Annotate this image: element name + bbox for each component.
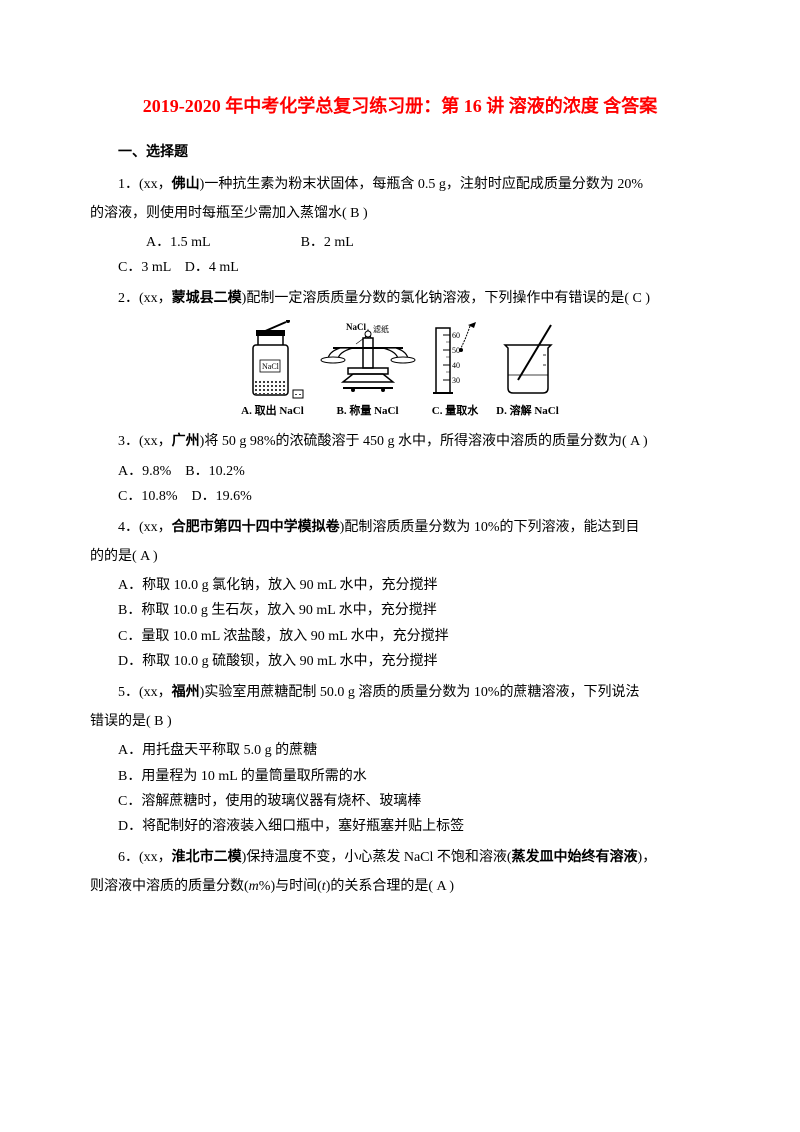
q3-location: 广州 — [172, 434, 200, 449]
q1-option-a: A．1.5 mL — [118, 230, 211, 255]
svg-text:30: 30 — [452, 376, 460, 385]
q4-option-c: C．量取 10.0 mL 浓盐酸，放入 90 mL 水中，充分搅拌 — [90, 624, 710, 649]
q6-stem-c: )， — [638, 850, 657, 865]
q4-stem-c: 的的是( A ) — [90, 544, 710, 569]
q5-stem-a: 5．(xx， — [118, 685, 172, 700]
q5-option-c: C．溶解蔗糖时，使用的玻璃仪器有烧杯、玻璃棒 — [90, 789, 710, 814]
q1-option-c: C．3 mL — [118, 260, 171, 275]
q4-option-d: D．称取 10.0 g 硫酸钡，放入 90 mL 水中，充分搅拌 — [90, 649, 710, 674]
figure-d-label: D. 溶解 NaCl — [496, 402, 559, 422]
q5-location: 福州 — [172, 685, 200, 700]
q4-location: 合肥市第四十四中学模拟卷 — [172, 520, 340, 535]
svg-text:60: 60 — [452, 331, 460, 340]
question-1: 1．(xx，佛山)一种抗生素为粉末状固体，每瓶含 0.5 g，注射时应配成质量分… — [90, 172, 710, 281]
q6-stem-a: 6．(xx， — [118, 850, 172, 865]
figure-b: NaCl 滤纸 B. 称量 NaCl — [318, 320, 418, 422]
question-3: 3．(xx，广州)将 50 g 98%的浓硫酸溶于 450 g 水中，所得溶液中… — [90, 429, 710, 509]
q3-option-b: B．10.2% — [185, 464, 245, 479]
q4-option-b: B．称取 10.0 g 生石灰，放入 90 mL 水中，充分搅拌 — [90, 598, 710, 623]
figure-a: NaCl A. 取出 NaCl — [238, 320, 308, 422]
section-header: 一、选择题 — [90, 140, 710, 165]
q6-bold2: 蒸发皿中始终有溶液 — [512, 850, 638, 865]
figure-c-label: C. 量取水 — [432, 402, 478, 422]
cylinder-icon: 60 50 40 30 — [428, 320, 483, 400]
q3-stem-b: )将 50 g 98%的浓硫酸溶于 450 g 水中，所得溶液中溶质的质量分数为… — [200, 434, 648, 449]
figure-d: D. 溶解 NaCl — [493, 320, 563, 422]
q2-stem-a: 2．(xx， — [118, 291, 172, 306]
question-4: 4．(xx，合肥市第四十四中学模拟卷)配制溶质质量分数为 10%的下列溶液，能达… — [90, 515, 710, 674]
q2-figure-row: NaCl A. 取出 NaCl NaCl 滤纸 — [90, 320, 710, 422]
beaker-icon — [493, 320, 563, 400]
q1-stem-b: )一种抗生素为粉末状固体，每瓶含 0.5 g，注射时应配成质量分数为 20% — [200, 177, 643, 192]
q4-stem-a: 4．(xx， — [118, 520, 172, 535]
q6-stem-b: )保持温度不变，小心蒸发 NaCl 不饱和溶液( — [242, 850, 512, 865]
q3-option-c: C．10.8% — [118, 489, 178, 504]
svg-text:40: 40 — [452, 361, 460, 370]
q6-stem-d: 则溶液中溶质的质量分数(m%)与时间(t)的关系合理的是( A ) — [90, 874, 710, 899]
svg-text:NaCl: NaCl — [262, 362, 280, 371]
q2-location: 蒙城县二模 — [172, 291, 242, 306]
svg-text:NaCl: NaCl — [346, 322, 366, 332]
q3-stem-a: 3．(xx， — [118, 434, 172, 449]
question-5: 5．(xx，福州)实验室用蔗糖配制 50.0 g 溶质的质量分数为 10%的蔗糖… — [90, 680, 710, 839]
q1-stem-c: 的溶液，则使用时每瓶至少需加入蒸馏水( B ) — [90, 201, 710, 226]
q5-stem-b: )实验室用蔗糖配制 50.0 g 溶质的质量分数为 10%的蔗糖溶液，下列说法 — [200, 685, 640, 700]
document-title: 2019-2020 年中考化学总复习练习册：第 16 讲 溶液的浓度 含答案 — [90, 90, 710, 122]
q4-stem-b: )配制溶质质量分数为 10%的下列溶液，能达到目 — [340, 520, 640, 535]
q5-option-b: B．用量程为 10 mL 的量筒量取所需的水 — [90, 764, 710, 789]
q4-option-a: A．称取 10.0 g 氯化钠，放入 90 mL 水中，充分搅拌 — [90, 573, 710, 598]
svg-text:50: 50 — [452, 346, 460, 355]
svg-text:滤纸: 滤纸 — [373, 324, 389, 334]
figure-b-label: B. 称量 NaCl — [336, 402, 398, 422]
q2-stem-b: )配制一定溶质质量分数的氯化钠溶液，下列操作中有错误的是( C ) — [242, 291, 650, 306]
bottle-icon: NaCl — [238, 320, 308, 400]
q1-option-d: D．4 mL — [185, 260, 239, 275]
q1-option-b: B．2 mL — [301, 235, 354, 250]
q5-option-a: A．用托盘天平称取 5.0 g 的蔗糖 — [90, 738, 710, 763]
figure-c: 60 50 40 30 C. 量取水 — [428, 320, 483, 422]
q6-location: 淮北市二模 — [172, 850, 242, 865]
q3-option-d: D．19.6% — [192, 489, 252, 504]
q5-option-d: D．将配制好的溶液装入细口瓶中，塞好瓶塞并贴上标签 — [90, 814, 710, 839]
question-6: 6．(xx，淮北市二模)保持温度不变，小心蒸发 NaCl 不饱和溶液(蒸发皿中始… — [90, 845, 710, 899]
figure-a-label: A. 取出 NaCl — [241, 402, 304, 422]
q5-stem-c: 错误的是( B ) — [90, 709, 710, 734]
balance-icon: NaCl 滤纸 — [318, 320, 418, 400]
q3-option-a: A．9.8% — [118, 464, 171, 479]
question-2: 2．(xx，蒙城县二模)配制一定溶质质量分数的氯化钠溶液，下列操作中有错误的是(… — [90, 286, 710, 421]
q1-location: 佛山 — [172, 177, 200, 192]
q1-stem-a: 1．(xx， — [118, 177, 172, 192]
